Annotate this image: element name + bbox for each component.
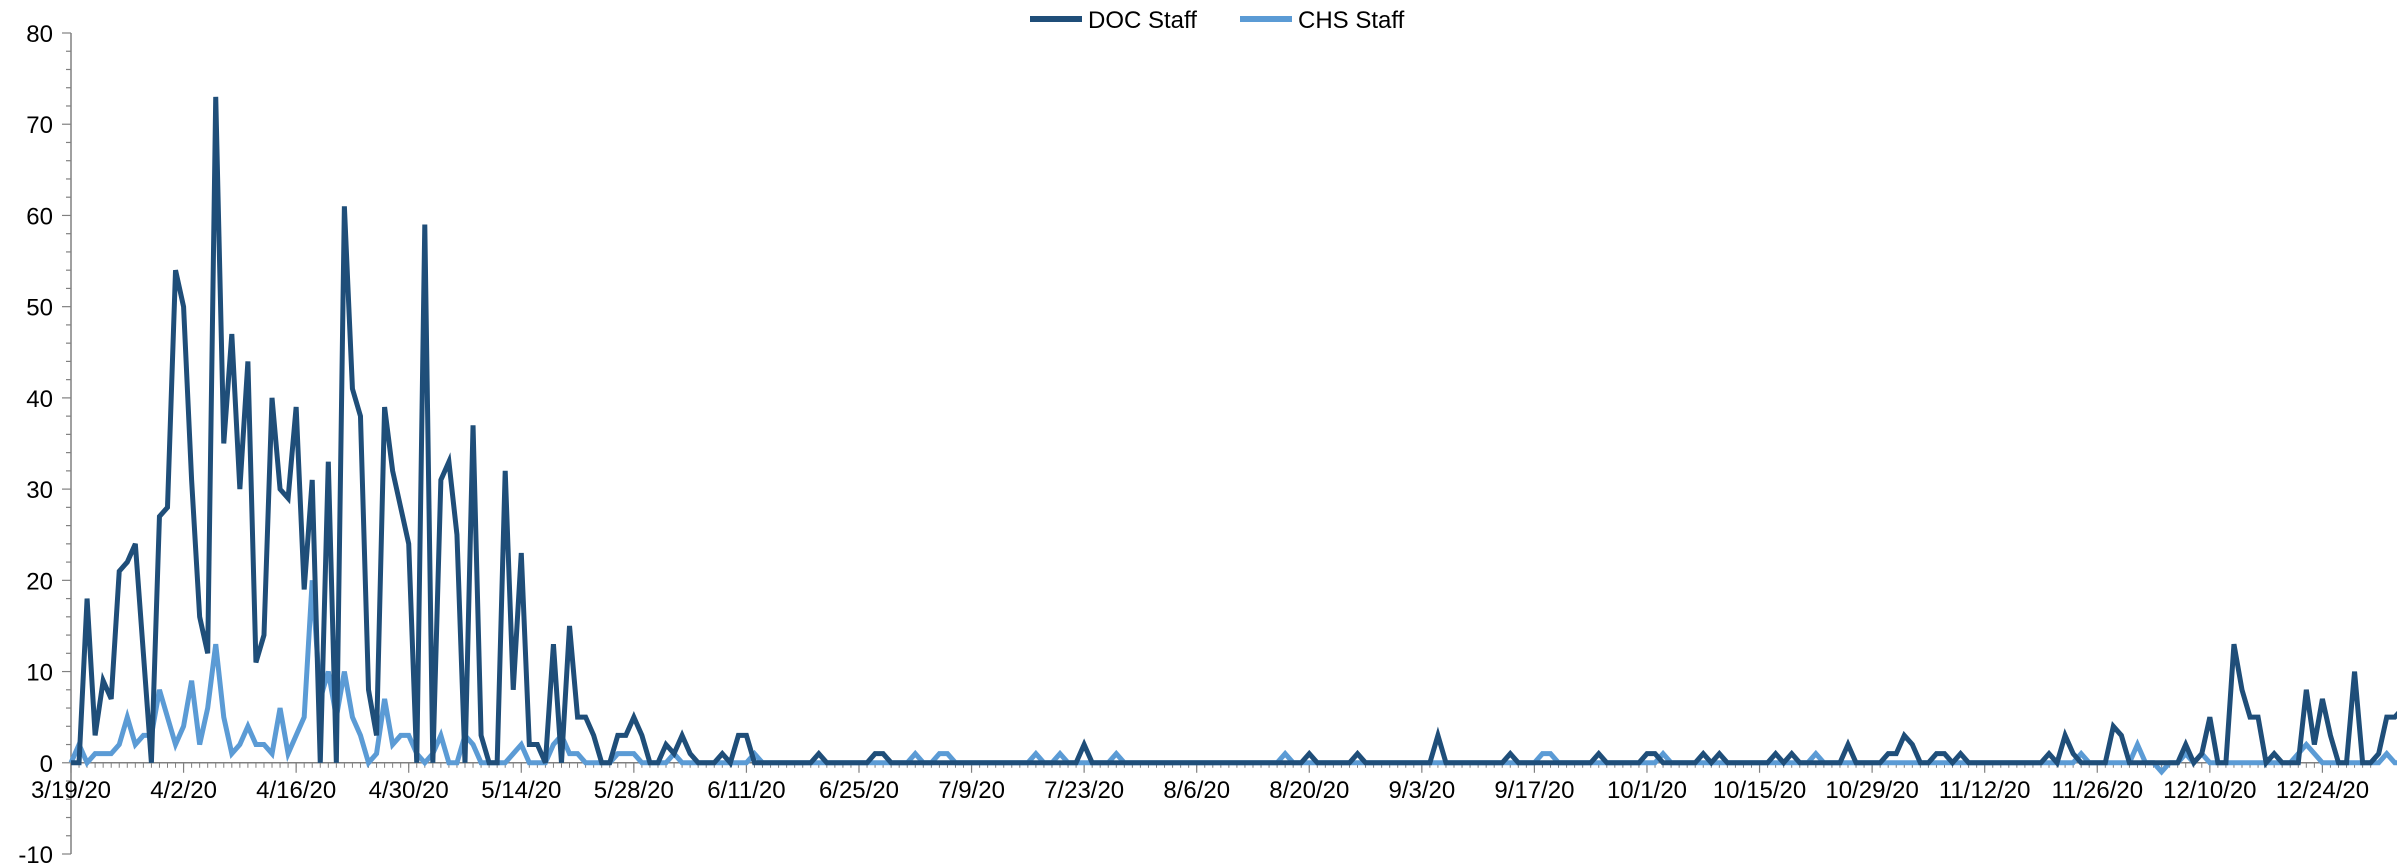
- x-tick-label: 8/20/20: [1269, 777, 1349, 804]
- x-tick-label: 7/23/20: [1044, 777, 1124, 804]
- x-axis: 3/19/20 4/2/20 4/16/20 4/30/20 5/14/20 5/28/2…: [31, 762, 2375, 804]
- y-tick-label: 10: [26, 660, 53, 687]
- x-tick-label: 5/14/20: [481, 777, 561, 804]
- x-tick-label: 3/19/20: [31, 777, 111, 804]
- x-tick-label: 12/24/20: [2276, 777, 2369, 804]
- x-tick-label: 8/6/20: [1163, 777, 1230, 804]
- x-tick-label: 6/11/20: [707, 777, 785, 804]
- y-axis: 80 70 60 50 40 30 20 10 0 -10: [18, 21, 72, 863]
- y-tick-label: 50: [26, 295, 53, 322]
- y-tick-label: 40: [26, 386, 53, 413]
- x-tick-label: 4/2/20: [150, 777, 217, 804]
- y-tick-label: 30: [26, 477, 53, 504]
- y-tick-label: 70: [26, 112, 53, 139]
- x-tick-label: 10/15/20: [1713, 777, 1806, 804]
- legend-label-doc-staff: DOC Staff: [1088, 7, 1197, 34]
- y-tick-label: 80: [26, 21, 53, 48]
- x-tick-label: 4/30/20: [369, 777, 449, 804]
- x-tick-label: 7/9/20: [938, 777, 1005, 804]
- y-tick-label: 20: [26, 568, 53, 595]
- x-tick-label: 9/17/20: [1494, 777, 1574, 804]
- y-tick-label: -10: [18, 842, 53, 863]
- x-tick-label: 11/12/20: [1939, 777, 2031, 804]
- x-tick-label: 6/25/20: [819, 777, 899, 804]
- x-tick-label: 10/1/20: [1607, 777, 1687, 804]
- series-line-doc-staff: [71, 96, 2397, 769]
- x-tick-label: 9/3/20: [1388, 777, 1455, 804]
- legend: DOC Staff CHS Staff: [1030, 7, 1405, 34]
- legend-label-chs-staff: CHS Staff: [1298, 7, 1405, 34]
- x-tick-label: 12/10/20: [2163, 777, 2256, 804]
- y-tick-label: 0: [40, 751, 53, 778]
- y-tick-label: 60: [26, 203, 53, 230]
- x-tick-label: 4/16/20: [256, 777, 336, 804]
- series-layer: [68, 96, 2397, 776]
- x-tick-label: 10/29/20: [1825, 777, 1918, 804]
- x-tick-label: 11/26/20: [2051, 777, 2143, 804]
- x-tick-label: 5/28/20: [594, 777, 674, 804]
